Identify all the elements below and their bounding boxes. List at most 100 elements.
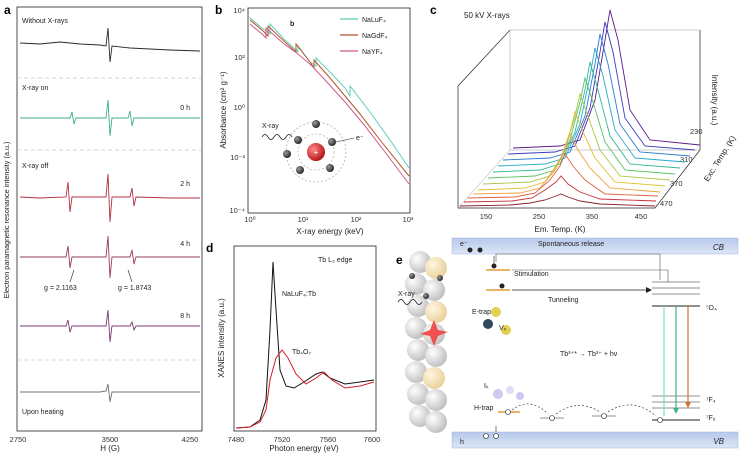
box-edge <box>457 29 511 87</box>
xanes-curve-nalu <box>235 261 375 429</box>
waterfall-curve <box>492 61 681 173</box>
hole-dot <box>483 433 489 439</box>
electron-dot <box>477 247 483 253</box>
lattice-sphere <box>407 339 429 361</box>
valence-band <box>451 431 739 449</box>
box-edge <box>457 149 511 209</box>
panel-d-xtick-2: 7560 <box>320 435 337 444</box>
electron-ball <box>326 164 334 172</box>
nucleus <box>307 143 325 161</box>
lattice-sphere <box>407 295 429 317</box>
waterfall-curve <box>477 110 666 191</box>
epr-trace-2h <box>19 173 200 223</box>
panel-a-xtick-2: 4250 <box>182 435 199 444</box>
waterfall-curve <box>487 76 676 179</box>
electron-ball <box>328 138 336 146</box>
reaction-label: Tb³⁺* → Tb³⁺ + hν <box>560 351 618 358</box>
orbit-inner <box>297 133 335 171</box>
ik-label: Iₖ <box>484 383 489 390</box>
electron-ball <box>283 150 291 158</box>
lattice-sphere <box>425 411 447 433</box>
waterfall-curve <box>467 153 659 199</box>
vb-label: VB <box>713 437 724 446</box>
epr-trace-8h <box>20 309 200 343</box>
etrap-label: E-trap <box>472 309 491 316</box>
lattice-sphere <box>425 345 447 367</box>
panel-b-frame <box>247 7 411 214</box>
panel-c-ytick-0: 230 <box>690 127 703 136</box>
level-7f6-label: ⁷F₆ <box>706 415 716 422</box>
epr-trace-upon-heating <box>20 383 200 403</box>
trace-time-4h: 4 h <box>180 241 190 248</box>
hopping-arrow <box>511 403 549 415</box>
panel-d-frame <box>233 245 377 432</box>
defect-sphere <box>483 319 493 329</box>
trace-label-xray-off: X-ray off <box>22 163 48 170</box>
series-label-nalu: NaLuF₄:Tb <box>282 291 316 298</box>
panel-b-ytick-3: 10⁻² <box>230 153 245 162</box>
lattice-sphere <box>407 383 429 405</box>
panel-a-xtick-0: 2750 <box>10 435 27 444</box>
epr-trace-4h <box>20 235 200 279</box>
legend-label-nalu: NaLuF₄ <box>362 17 386 24</box>
panel-d-xtick-1: 7520 <box>274 435 291 444</box>
panel-d-title: Tb L₃ edge <box>318 257 352 264</box>
defect-sphere <box>491 307 501 317</box>
panel-e-label: e <box>396 253 403 267</box>
level-7f4-label: ⁷F₄ <box>706 397 716 404</box>
annotation-g1: g = 2.1163 <box>44 285 77 292</box>
panel-b-ytick-2: 10⁰ <box>234 103 245 112</box>
waterfall-curve <box>459 193 656 207</box>
trace-label-upon-heating: Upon heating <box>22 409 64 416</box>
stimulation-label: Stimulation <box>514 271 549 278</box>
panel-d-ylabel: XANES intensity (a.u.) <box>217 298 226 378</box>
curve-nay <box>249 23 410 185</box>
annotation-g2: g = 1.8743 <box>118 285 151 292</box>
panel-c-title: 50 kV X-rays <box>464 11 510 20</box>
stimulation-arrow <box>512 269 669 282</box>
panel-a-xtick-1: 3500 <box>102 435 119 444</box>
hole-dot <box>601 413 607 419</box>
hopping-arrow <box>555 405 601 415</box>
panel-c-zlabel: Intensity (a.u.) <box>710 75 719 126</box>
electron-dot <box>409 273 415 279</box>
panel-c-ylabel: Exc. Temp. (K) <box>702 134 738 183</box>
panel-a: a Electron paramagnetic resonance intens… <box>2 3 203 453</box>
panel-a-frame <box>16 6 203 432</box>
electron-dot <box>437 275 443 281</box>
panel-b-ylabel: Absorbance (cm² g⁻¹) <box>219 71 228 148</box>
panel-b-label: b <box>215 3 222 17</box>
panel-d: d Tb L₃ edge XANES intensity (a.u.) 7480… <box>206 241 380 453</box>
waterfall-curve <box>502 33 691 161</box>
spontaneous-label: Spontaneous release <box>538 241 604 248</box>
hole-dot <box>493 433 499 439</box>
panel-c-xtick-3: 450 <box>635 212 648 221</box>
crystal-column <box>405 251 448 433</box>
defect-sphere <box>516 392 524 400</box>
epr-trace-without-xrays <box>19 27 201 63</box>
panel-d-label: d <box>206 241 213 255</box>
panel-b-ytick-4: 10⁻⁴ <box>229 206 245 215</box>
ejected-electron-label: e⁻ <box>356 135 364 142</box>
defect-sphere <box>493 389 503 399</box>
arrowhead-icon <box>685 402 691 408</box>
xray-burst-icon <box>420 320 448 346</box>
panel-b-xtick-2: 10² <box>351 215 362 224</box>
panel-b-xtick-1: 10¹ <box>298 215 309 224</box>
panel-c-ytick-1: 310 <box>680 155 693 164</box>
annotation-arrow <box>69 269 75 283</box>
series-label-tb4o7: Tb₄O₇ <box>292 349 311 356</box>
hopping-arrow <box>607 404 657 417</box>
panel-b-ytick-1: 10² <box>234 53 245 62</box>
panel-b-xlabel: X-ray energy (keV) <box>296 227 363 236</box>
legend-label-nay: NaYF₄ <box>362 49 383 56</box>
panel-b-xtick-3: 10³ <box>403 215 414 224</box>
cb-label: CB <box>713 243 725 252</box>
epr-trace-0h <box>20 99 200 137</box>
lattice-sphere <box>405 361 427 383</box>
level-5d4-label: ⁵D₄ <box>706 305 717 312</box>
curve-nalu <box>249 17 410 169</box>
waterfall-curve <box>463 175 657 203</box>
panel-a-label: a <box>4 3 11 17</box>
